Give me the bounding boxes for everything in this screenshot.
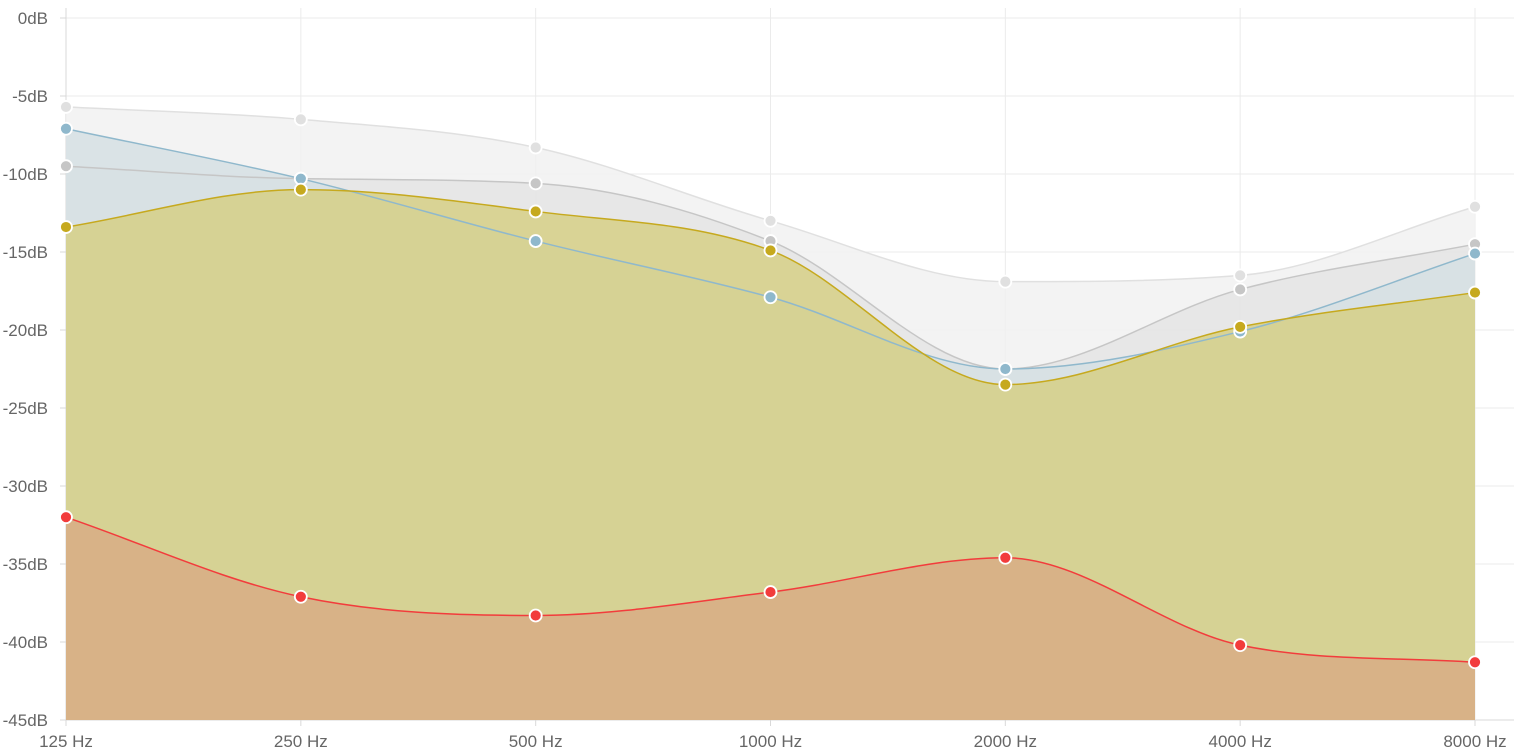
data-point-s4-125hz[interactable] — [59, 220, 73, 234]
y-tick-label: -25dB — [3, 399, 48, 418]
data-point-s3-8000hz[interactable] — [1468, 246, 1482, 261]
data-point-s2-4000hz[interactable] — [1233, 282, 1248, 297]
data-point-s4-500hz[interactable] — [528, 204, 543, 219]
data-point-s5-4000hz[interactable] — [1233, 638, 1248, 653]
data-point-s5-2000hz[interactable] — [998, 550, 1013, 565]
data-point-s1-125hz[interactable] — [59, 100, 73, 114]
y-tick-label: 0dB — [18, 9, 48, 28]
y-tick-label: -15dB — [3, 243, 48, 262]
data-point-s5-500hz[interactable] — [528, 608, 543, 623]
series-points — [59, 100, 1482, 670]
x-tick-label: 8000 Hz — [1443, 732, 1506, 751]
data-point-s1-1000hz[interactable] — [763, 213, 778, 228]
x-tick-label: 125 Hz — [39, 732, 93, 751]
data-point-s5-250hz[interactable] — [293, 589, 308, 604]
data-point-s3-2000hz[interactable] — [998, 362, 1013, 376]
data-point-s4-4000hz[interactable] — [1233, 319, 1248, 334]
tick-labels: 0dB -5dB -10dB -15dB -20dB -25dB -30dB -35dB -40… — [3, 9, 1507, 751]
x-tick-label: 1000 Hz — [739, 732, 802, 751]
data-point-s3-500hz[interactable] — [528, 234, 543, 248]
x-tick-label: 4000 Hz — [1209, 732, 1272, 751]
series-area-4 — [66, 189, 1475, 721]
series-areas — [66, 106, 1475, 721]
data-point-s5-8000hz[interactable] — [1468, 655, 1482, 670]
data-point-s3-125hz[interactable] — [59, 121, 73, 136]
data-point-s4-1000hz[interactable] — [763, 243, 778, 258]
data-point-s4-250hz[interactable] — [293, 182, 308, 197]
data-point-s3-1000hz[interactable] — [763, 290, 778, 305]
y-tick-label: -45dB — [3, 711, 48, 730]
x-tick-label: 500 Hz — [509, 732, 563, 751]
y-tick-label: -30dB — [3, 477, 48, 496]
data-point-s1-8000hz[interactable] — [1468, 199, 1482, 214]
y-tick-label: -10dB — [3, 165, 48, 184]
data-point-s1-250hz[interactable] — [293, 112, 308, 127]
data-point-s4-8000hz[interactable] — [1468, 285, 1482, 300]
data-point-s1-2000hz[interactable] — [998, 274, 1013, 289]
data-point-s1-500hz[interactable] — [528, 140, 543, 155]
y-tick-label: -40dB — [3, 633, 48, 652]
series-area-5 — [66, 517, 1475, 720]
data-point-s5-125hz[interactable] — [59, 510, 73, 525]
y-tick-label: -35dB — [3, 555, 48, 574]
y-tick-label: -20dB — [3, 321, 48, 340]
data-point-s2-500hz[interactable] — [528, 176, 543, 191]
data-point-s1-4000hz[interactable] — [1233, 268, 1248, 283]
x-tick-label: 2000 Hz — [974, 732, 1037, 751]
x-tick-label: 250 Hz — [274, 732, 328, 751]
data-point-s4-2000hz[interactable] — [998, 377, 1013, 392]
data-point-s5-1000hz[interactable] — [763, 585, 778, 599]
y-tick-label: -5dB — [12, 87, 48, 106]
data-point-s2-125hz[interactable] — [59, 159, 73, 174]
